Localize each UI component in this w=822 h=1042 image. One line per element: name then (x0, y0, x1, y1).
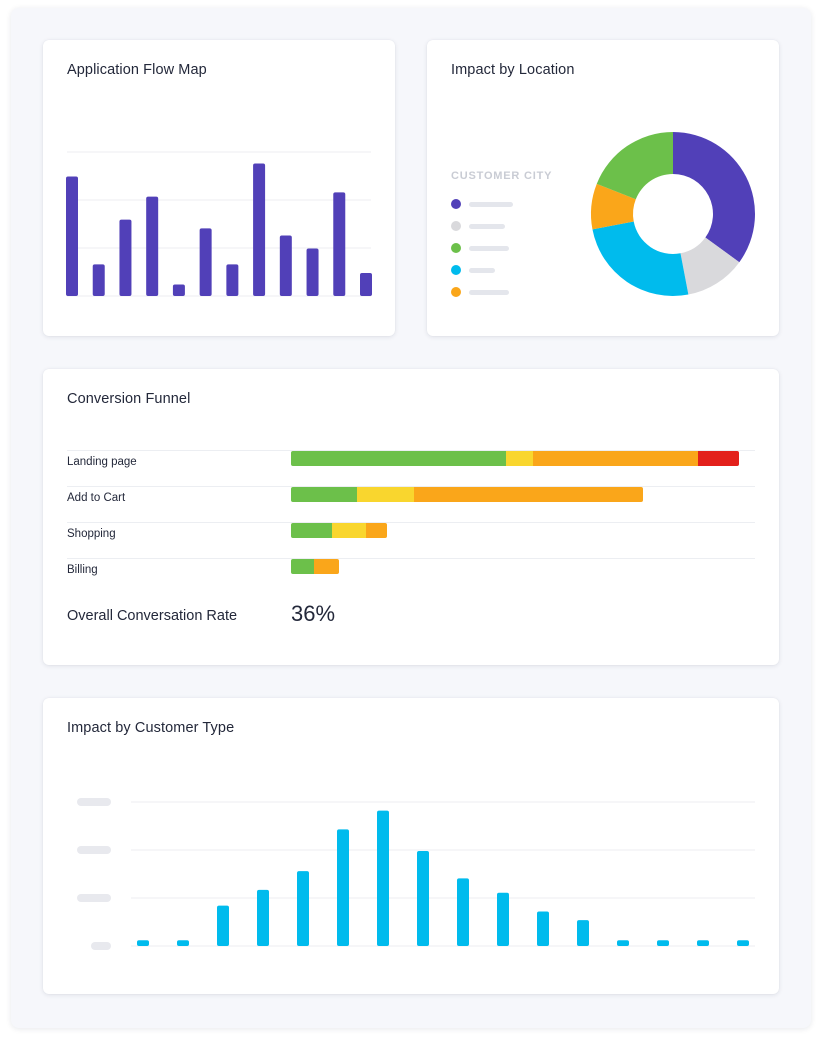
donut-slice (591, 183, 636, 230)
legend-placeholder-bar (469, 290, 509, 295)
funnel-bar-segment (533, 451, 698, 466)
flow-bar (146, 196, 159, 296)
donut-slice (680, 237, 740, 295)
funnel-row-label: Add to Cart (67, 492, 126, 504)
funnel-stacked-bar (291, 523, 387, 538)
y-tick-placeholder (77, 846, 111, 854)
legend-dot-icon (451, 199, 461, 209)
flow-bar (360, 272, 372, 296)
customer-bar (697, 940, 709, 946)
donut-slice (592, 221, 689, 297)
funnel-row: Billing (67, 558, 755, 594)
flow-bar (172, 284, 185, 296)
customer-bar (337, 829, 349, 946)
funnel-stacked-bar (291, 559, 339, 574)
flow-map-title: Application Flow Map (67, 62, 207, 78)
funnel-row: Landing page (67, 450, 755, 486)
customer-bar (137, 940, 149, 946)
funnel-bar-segment (291, 451, 506, 466)
customer-bar (177, 940, 189, 946)
funnel-bar-segment (366, 523, 387, 538)
funnel-bar-segment (414, 487, 643, 502)
funnel-bar-segment (357, 487, 415, 502)
legend-item (451, 265, 521, 275)
funnel-row-divider (67, 558, 755, 559)
customer-bar (497, 892, 509, 946)
customer-bar (297, 871, 309, 946)
funnel-bar-segment (332, 523, 367, 538)
customer-bar (737, 940, 749, 946)
funnel-stacked-bar (291, 487, 643, 502)
legend-title: CUSTOMER CITY (451, 170, 553, 182)
customer-type-card: Impact by Customer Type (43, 698, 779, 994)
funnel-row-label: Billing (67, 564, 98, 576)
customer-bar (457, 878, 469, 946)
customer-bar (257, 889, 269, 946)
flow-bar (199, 228, 212, 296)
customer-bar (657, 940, 669, 946)
legend-placeholder-bar (469, 246, 509, 251)
customer-type-title: Impact by Customer Type (67, 720, 235, 736)
legend-item (451, 221, 521, 231)
customer-bar (417, 850, 429, 946)
conversion-rate-label: Overall Conversation Rate (67, 608, 238, 624)
y-tick-placeholder (77, 798, 111, 806)
legend-dot-icon (451, 287, 461, 297)
flow-bar (279, 235, 292, 296)
funnel-bar-segment (505, 451, 534, 466)
funnel-row-divider (67, 486, 755, 487)
legend-item (451, 243, 521, 253)
flow-bar (306, 248, 319, 296)
location-donut-chart (591, 132, 755, 297)
legend-placeholder-bar (469, 224, 505, 229)
funnel-row-label: Landing page (67, 456, 137, 468)
donut-slice (673, 132, 755, 263)
funnel-card: Conversion Funnel Landing page Add to Car… (43, 369, 779, 665)
donut-slice (596, 132, 673, 200)
location-title: Impact by Location (451, 62, 575, 78)
funnel-bar-segment (291, 523, 333, 538)
funnel-row-divider (67, 450, 755, 451)
flow-bar (226, 264, 239, 296)
customer-bar (217, 905, 229, 946)
flow-bar (119, 219, 132, 296)
legend-item (451, 199, 521, 209)
legend-placeholder-bar (469, 268, 495, 273)
funnel-stacked-bar (291, 451, 739, 466)
funnel-title: Conversion Funnel (67, 391, 191, 407)
funnel-bar-segment (291, 559, 314, 574)
flow-bar (333, 192, 346, 296)
funnel-row-label: Shopping (67, 528, 116, 540)
flow-map-chart (66, 151, 372, 297)
customer-bar (577, 920, 589, 946)
flow-bar (92, 264, 105, 296)
conversion-rate-value: 36% (291, 601, 336, 626)
flow-map-card: Application Flow Map (43, 40, 395, 336)
legend-placeholder-bar (469, 202, 513, 207)
legend-dot-icon (451, 221, 461, 231)
location-card: Impact by Location CUSTOMER CITY (427, 40, 779, 336)
funnel-bar-segment (291, 487, 358, 502)
y-tick-placeholder (91, 942, 111, 950)
funnel-row: Add to Cart (67, 486, 755, 522)
funnel-bar-segment (313, 559, 339, 574)
flow-bar (253, 163, 266, 296)
funnel-row-divider (67, 522, 755, 523)
customer-bar (377, 810, 389, 946)
legend-item (451, 287, 521, 297)
y-tick-placeholder (77, 894, 111, 902)
customer-bar (617, 940, 629, 946)
legend-dot-icon (451, 243, 461, 253)
legend-dot-icon (451, 265, 461, 275)
customer-type-chart (77, 798, 755, 950)
flow-bar (66, 176, 78, 296)
customer-bar (537, 911, 549, 946)
funnel-row: Shopping (67, 522, 755, 558)
funnel-bar-segment (697, 451, 739, 466)
